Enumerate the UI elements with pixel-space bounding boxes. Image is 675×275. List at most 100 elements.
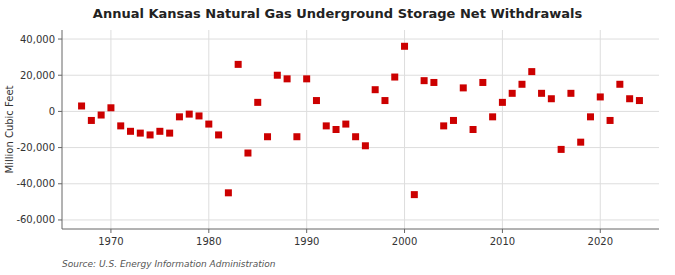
point: [166, 130, 173, 137]
point: [587, 113, 594, 120]
point: [313, 97, 320, 104]
tick-mark: [58, 147, 62, 148]
point: [470, 126, 477, 133]
tick-mark: [600, 229, 601, 233]
point: [411, 191, 418, 198]
point: [225, 189, 232, 196]
point: [636, 97, 643, 104]
tick-label: 2000: [392, 236, 417, 247]
tick-label: 0: [49, 106, 55, 117]
point: [538, 90, 545, 97]
point: [489, 113, 496, 120]
point: [107, 104, 114, 111]
point: [196, 112, 203, 119]
tick-label: 20,000: [20, 70, 55, 81]
point: [499, 99, 506, 106]
point: [98, 112, 105, 119]
grid-line: [110, 30, 111, 229]
grid-line: [208, 30, 209, 229]
grid-line: [62, 219, 659, 220]
point: [430, 79, 437, 86]
point: [577, 139, 584, 146]
points: [78, 43, 643, 198]
point: [333, 126, 340, 133]
annotation: Source: U.S. Energy Information Administ…: [62, 259, 276, 269]
x-axis-line: [62, 229, 659, 230]
grid-line: [62, 147, 659, 148]
axes: -60,000 -40,000 -20,000 0 20,000 40,000 1970 19…: [16, 30, 659, 247]
point: [548, 95, 555, 102]
grid-line: [62, 75, 659, 76]
point: [362, 142, 369, 149]
point: [176, 113, 183, 120]
point: [460, 84, 467, 91]
point: [78, 102, 85, 109]
chart: -60,000 -40,000 -20,000 0 20,000 40,000 1970 19…: [0, 0, 675, 275]
y-axis-line: [62, 30, 63, 229]
point: [616, 81, 623, 88]
tick-label: 1990: [294, 236, 319, 247]
point: [293, 133, 300, 140]
tick-label: -60,000: [16, 214, 55, 225]
point: [215, 131, 222, 138]
point: [127, 128, 134, 135]
tick-mark: [208, 229, 209, 233]
point: [205, 121, 212, 128]
point: [274, 72, 281, 79]
tick-mark: [58, 219, 62, 220]
point: [391, 74, 398, 81]
grid-line: [502, 30, 503, 229]
point: [254, 99, 261, 106]
point: [509, 90, 516, 97]
point: [186, 111, 193, 118]
point: [137, 130, 144, 137]
tick-label: 40,000: [20, 34, 55, 45]
point: [352, 133, 359, 140]
point: [235, 61, 242, 68]
point: [558, 146, 565, 153]
tick-mark: [404, 229, 405, 233]
point: [626, 95, 633, 102]
point: [401, 43, 408, 50]
tick-mark: [110, 229, 111, 233]
point: [342, 121, 349, 128]
tick-mark: [58, 39, 62, 40]
point: [156, 128, 163, 135]
point: [147, 131, 154, 138]
tick-mark: [58, 75, 62, 76]
point: [607, 117, 614, 124]
point: [88, 117, 95, 124]
point: [323, 122, 330, 129]
point: [528, 68, 535, 75]
point: [284, 75, 291, 82]
grid-line: [62, 39, 659, 40]
tick-mark: [502, 229, 503, 233]
point: [518, 81, 525, 88]
grid-line: [600, 30, 601, 229]
tick-mark: [58, 111, 62, 112]
grid: [62, 30, 659, 229]
title: Annual Kansas Natural Gas Underground St…: [93, 6, 583, 21]
point: [440, 122, 447, 129]
point: [303, 75, 310, 82]
grid-line: [404, 30, 405, 229]
tick-label: 2020: [588, 236, 613, 247]
point: [381, 97, 388, 104]
point: [567, 90, 574, 97]
point: [479, 79, 486, 86]
tick-mark: [306, 229, 307, 233]
y-axis-label: Million Cubic Feet: [4, 85, 15, 173]
tick-label: 1970: [98, 236, 123, 247]
tick-label: -40,000: [16, 178, 55, 189]
point: [597, 93, 604, 100]
tick-mark: [58, 183, 62, 184]
tick-label: 2010: [490, 236, 515, 247]
point: [450, 117, 457, 124]
point: [264, 133, 271, 140]
tick-label: 1980: [196, 236, 221, 247]
point: [117, 122, 124, 129]
grid-line: [62, 111, 659, 112]
grid-line: [306, 30, 307, 229]
point: [421, 77, 428, 84]
tick-label: -20,000: [16, 142, 55, 153]
